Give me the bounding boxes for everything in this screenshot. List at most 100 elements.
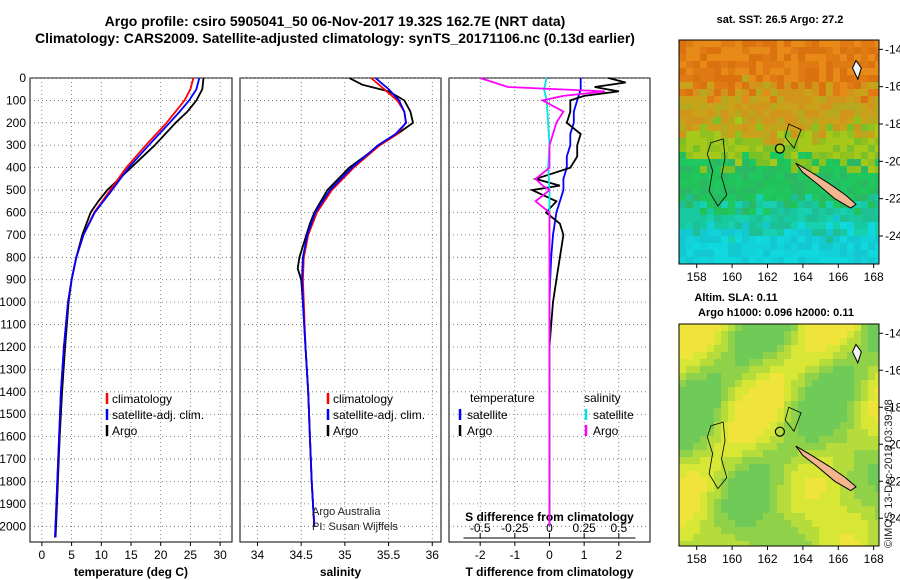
sst-map-cell	[784, 208, 791, 215]
depth-tick-label: 600	[6, 205, 26, 219]
sst-map-cell	[721, 89, 728, 96]
sst-map-cell	[777, 166, 784, 173]
sst-map-cell	[742, 166, 749, 173]
sla-map-cell	[763, 485, 770, 492]
sst-map-cell	[700, 250, 707, 257]
sla-map-cell	[686, 443, 693, 450]
sst-map-cell	[805, 110, 812, 117]
salinity-xtick-label: 34.5	[289, 548, 313, 562]
sst-map-cell	[812, 166, 819, 173]
sst-map-cell	[847, 124, 854, 131]
sla-map-cell	[791, 527, 798, 534]
sla-map-cell	[777, 485, 784, 492]
sla-map-cell	[833, 541, 840, 546]
sst-map-cell	[840, 103, 847, 110]
sla-map-cell	[784, 464, 791, 471]
sst-map-cell	[742, 257, 749, 264]
sla-map-cell	[707, 534, 714, 541]
sla-map-cell	[700, 499, 707, 506]
sla-map-cell	[749, 352, 756, 359]
sla-map-cell	[700, 464, 707, 471]
sla-map-cell	[686, 499, 693, 506]
sla-map-cell	[833, 443, 840, 450]
sla-map-cell	[805, 429, 812, 436]
sla-map-cell	[868, 443, 875, 450]
sst-map-cell	[721, 75, 728, 82]
sla-map-cell	[833, 394, 840, 401]
sst-map-cell	[770, 54, 777, 61]
sst-map-cell	[798, 257, 805, 264]
sst-map-cell	[805, 131, 812, 138]
sla-map-cell	[770, 457, 777, 464]
sla-map-cell	[686, 541, 693, 546]
sst-map-cell	[875, 103, 879, 110]
sst-map-cell	[819, 201, 826, 208]
sst-map-cell	[756, 180, 763, 187]
sst-map-cell	[840, 75, 847, 82]
sst-map-cell	[742, 222, 749, 229]
sst-map-cell	[728, 54, 735, 61]
sla-map-cell	[707, 478, 714, 485]
sla-map-cell	[791, 359, 798, 366]
sst-map-cell	[721, 257, 728, 264]
sst-map-cell	[847, 103, 854, 110]
sla-map-cell	[854, 506, 861, 513]
sst-map-cell	[700, 187, 707, 194]
legend-salinity-title: salinity	[584, 391, 621, 405]
sla-map-cell	[840, 436, 847, 443]
sst-map-cell	[805, 124, 812, 131]
sla-map-cell	[791, 485, 798, 492]
sla-map-cell	[714, 429, 721, 436]
sla-map-cell	[784, 331, 791, 338]
sst-map-cell	[686, 61, 693, 68]
sst-map-cell	[756, 103, 763, 110]
sla-map-cell	[686, 366, 693, 373]
sla-map-cell	[693, 387, 700, 394]
sst-map-cell	[686, 54, 693, 61]
sla-map-cell	[749, 478, 756, 485]
sst-map-cell	[770, 96, 777, 103]
sst-map-cell	[714, 187, 721, 194]
sla-map-cell	[742, 506, 749, 513]
sst-map-cell	[707, 250, 714, 257]
sla-map-cell	[819, 422, 826, 429]
sst-map-cell	[819, 222, 826, 229]
sla-map-cell	[840, 471, 847, 478]
sst-map-cell	[854, 117, 861, 124]
sst-map-cell	[875, 40, 879, 47]
sla-map-cell	[756, 541, 763, 546]
sla-map-cell	[756, 471, 763, 478]
sst-map-cell	[861, 61, 868, 68]
sla-map-cell	[735, 492, 742, 499]
sst-map-cell	[840, 110, 847, 117]
sst-map-cell	[875, 187, 879, 194]
sla-map-cell	[679, 331, 686, 338]
sst-map-cell	[868, 96, 875, 103]
sst-map-cell	[749, 187, 756, 194]
sst-map-cell	[777, 201, 784, 208]
sla-map-cell	[735, 457, 742, 464]
sst-map-cell	[861, 250, 868, 257]
sst-map-cell	[749, 75, 756, 82]
sla-map-cell	[686, 436, 693, 443]
temperature-xtick-label: 15	[124, 548, 138, 562]
sla-map-cell	[728, 492, 735, 499]
sla-map-cell	[735, 394, 742, 401]
sla-map-cell	[707, 387, 714, 394]
depth-tick-label: 1900	[0, 497, 26, 511]
sla-map-cell	[763, 373, 770, 380]
sst-map-cell	[875, 229, 879, 236]
sst-map-cell	[868, 131, 875, 138]
sst-map-cell	[840, 173, 847, 180]
sst-map-cell	[805, 215, 812, 222]
sla-map-cell	[875, 394, 879, 401]
sst-map-cell	[791, 75, 798, 82]
sst-map-cell	[679, 250, 686, 257]
sla-map-cell	[875, 471, 879, 478]
sst-map-cell	[819, 75, 826, 82]
sst-map-cell	[770, 61, 777, 68]
sst-map-cell	[749, 82, 756, 89]
sst-map-cell	[714, 257, 721, 264]
sla-map-cell	[770, 338, 777, 345]
sst-map-cell	[791, 54, 798, 61]
